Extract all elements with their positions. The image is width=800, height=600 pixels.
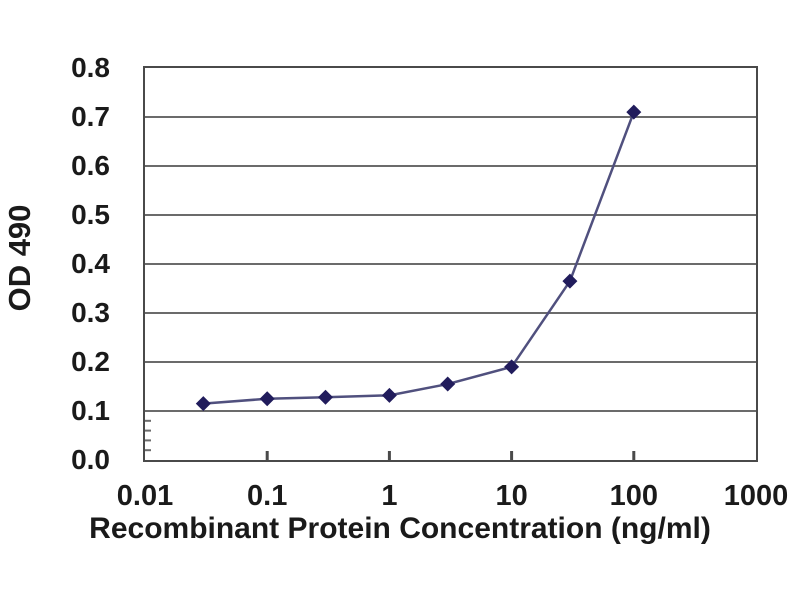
y-tick-label: 0.0: [71, 444, 110, 475]
data-point-marker: [504, 359, 520, 375]
y-tick-label: 0.1: [71, 395, 110, 426]
y-tick-label: 0.2: [71, 346, 110, 377]
x-axis-title: Recombinant Protein Concentration (ng/ml…: [89, 512, 711, 545]
x-tick-label: 100: [609, 480, 658, 512]
plot-area: [143, 66, 758, 462]
y-tick-label: 0.6: [71, 150, 110, 181]
x-tick-label: 1: [381, 480, 398, 512]
x-tick-label: 0.1: [247, 480, 288, 512]
y-tick-label: 0.4: [71, 248, 110, 279]
data-point-marker: [381, 387, 397, 403]
y-tick-label: 0.5: [71, 199, 110, 230]
x-tick-label: 10: [495, 480, 528, 512]
data-point-marker: [626, 104, 642, 120]
data-point-marker: [195, 396, 211, 412]
y-tick-label: 0.3: [71, 297, 110, 328]
data-point-marker: [318, 389, 334, 405]
data-point-marker: [440, 376, 456, 392]
x-tick-label: 1000: [723, 480, 789, 512]
x-tick-label: 0.01: [116, 480, 174, 512]
y-tick-label: 0.7: [71, 101, 110, 132]
data-point-marker: [259, 391, 275, 407]
data-point-marker: [562, 273, 578, 289]
curve-plot-svg: [145, 104, 756, 460]
y-tick-label: 0.8: [71, 52, 110, 83]
curve-line: [203, 111, 635, 405]
